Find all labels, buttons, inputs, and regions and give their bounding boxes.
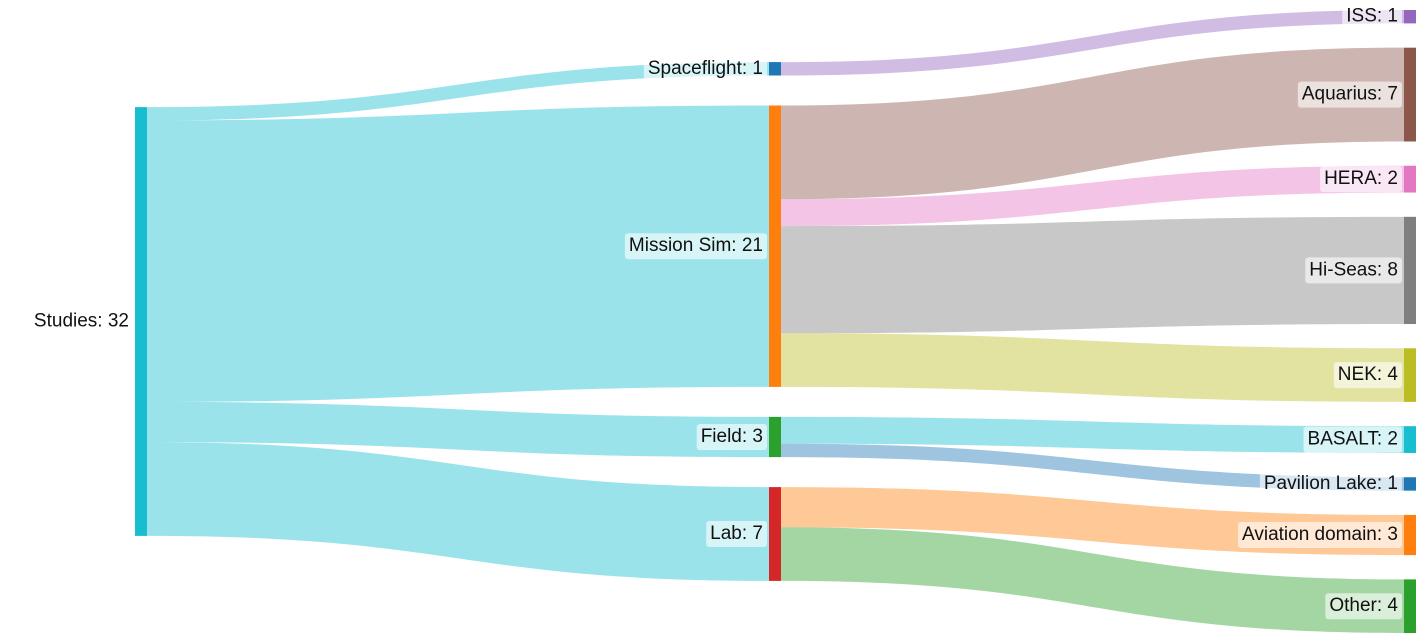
node-label: Pavilion Lake: 1: [1264, 473, 1398, 494]
node-label-group: HERA: 2: [1320, 166, 1402, 193]
node-label-group: Other: 4: [1325, 593, 1402, 620]
node: [769, 416, 781, 458]
node: [1404, 514, 1416, 556]
node: [1404, 10, 1416, 24]
link: [781, 443, 1404, 491]
node-label: Hi-Seas: 8: [1309, 259, 1398, 280]
node: [769, 105, 781, 387]
node-label: Aquarius: 7: [1302, 84, 1398, 105]
link: [147, 401, 769, 458]
node: [135, 107, 147, 536]
node: [1404, 216, 1416, 325]
node: [769, 62, 781, 76]
node-label-group: Field: 3: [696, 424, 767, 450]
label-background: [1238, 522, 1402, 549]
node-label-group: NEK: 4: [1333, 362, 1402, 389]
label-background: [1297, 81, 1402, 108]
node: [1404, 579, 1416, 633]
node-label: BASALT: 2: [1308, 429, 1398, 450]
node-label: Studies: 32: [34, 311, 129, 332]
label-background: [1325, 593, 1402, 620]
link: [147, 105, 769, 402]
node-label: Lab: 7: [710, 523, 763, 544]
node-label: NEK: 4: [1338, 364, 1399, 385]
link: [781, 216, 1404, 334]
node-label: Field: 3: [701, 426, 763, 447]
node: [1404, 47, 1416, 142]
node-label: Other: 4: [1329, 595, 1398, 616]
links: [147, 10, 1404, 633]
node: [769, 487, 781, 581]
link: [781, 47, 1404, 200]
node-label: HERA: 2: [1324, 168, 1398, 189]
node-label-group: ISS: 1: [1342, 3, 1402, 30]
node-label-group: Hi-Seas: 8: [1305, 257, 1402, 284]
label-background: [696, 424, 767, 450]
node-label-group: Studies: 32: [34, 311, 129, 332]
node-label-group: Pavilion Lake: 1: [1259, 470, 1402, 497]
label-background: [1333, 362, 1402, 389]
link: [147, 62, 769, 121]
node: [1404, 477, 1416, 491]
node-label-group: Aquarius: 7: [1297, 81, 1402, 108]
link: [781, 165, 1404, 227]
label-background: [624, 233, 767, 260]
label-background: [1320, 166, 1402, 193]
label-background: [1303, 426, 1402, 453]
node-label-group: BASALT: 2: [1303, 426, 1402, 453]
link: [781, 10, 1404, 76]
node-label-group: Spaceflight: 1: [643, 55, 767, 82]
label-background: [706, 521, 767, 547]
link: [781, 527, 1404, 633]
label-background: [1342, 3, 1402, 30]
label-background: [1259, 470, 1402, 497]
node-label: Spaceflight: 1: [648, 58, 763, 79]
node-label-group: Mission Sim: 21: [624, 233, 767, 260]
node: [1404, 165, 1416, 193]
node-label: ISS: 1: [1346, 6, 1398, 27]
link: [781, 333, 1404, 402]
node: [1404, 426, 1416, 453]
node-label: Mission Sim: 21: [629, 235, 763, 256]
link: [781, 416, 1404, 453]
node-label: Aviation domain: 3: [1242, 524, 1398, 545]
label-background: [1305, 257, 1402, 284]
node: [1404, 348, 1416, 402]
link: [147, 442, 769, 581]
node-label-group: Aviation domain: 3: [1238, 522, 1402, 549]
node-label-group: Lab: 7: [706, 521, 767, 547]
label-background: [643, 55, 767, 82]
